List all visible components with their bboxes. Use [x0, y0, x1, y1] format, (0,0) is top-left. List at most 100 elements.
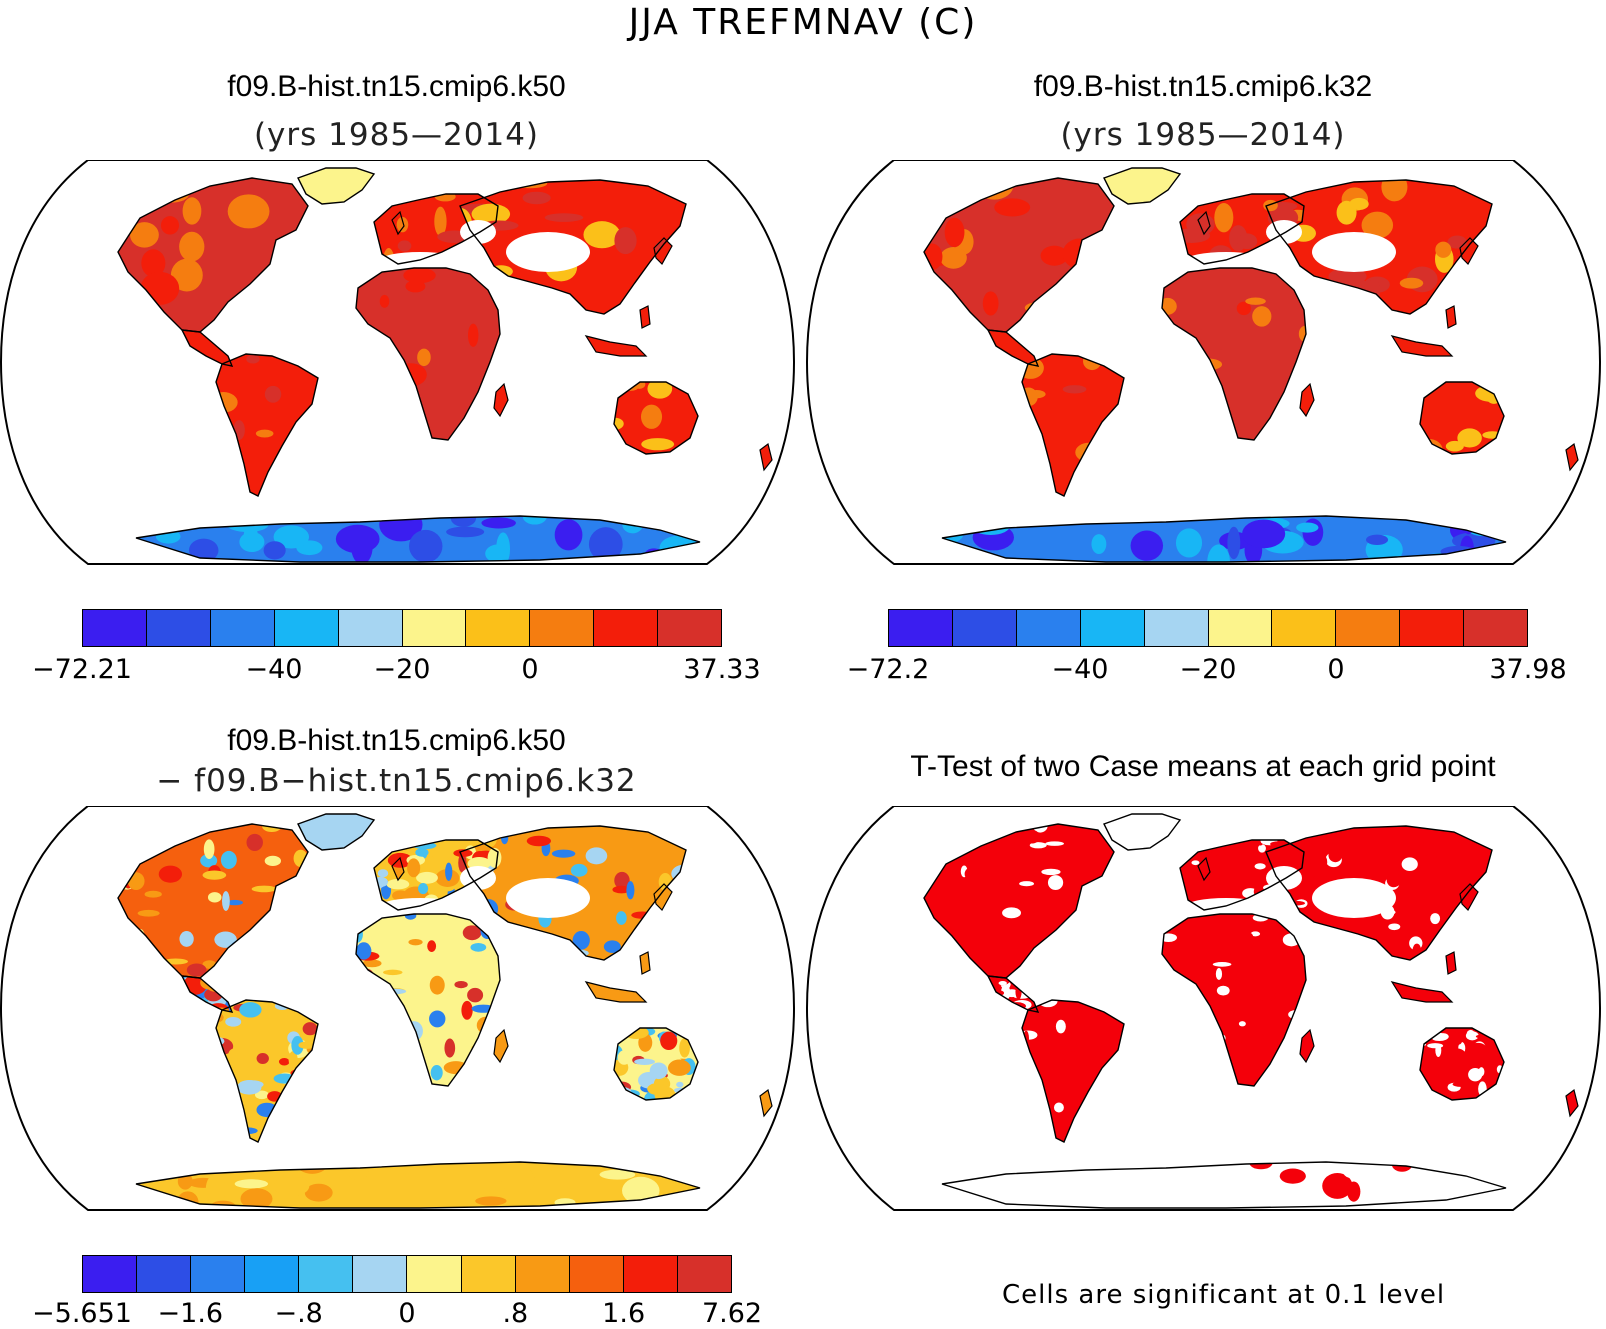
- coastline: [355, 913, 501, 1087]
- coastline: [639, 951, 651, 975]
- continent-an: [136, 1162, 700, 1208]
- colorbar-segment: [1464, 610, 1528, 646]
- colorbar-tick-label: −40: [1051, 654, 1109, 685]
- coastline: [117, 823, 309, 979]
- significance-note: Cells are significant at 0.1 level: [1002, 1280, 1446, 1310]
- coastline: [941, 1161, 1507, 1209]
- coastline: [493, 1028, 509, 1064]
- island-ph: [1446, 306, 1456, 328]
- continent-gr: [298, 814, 374, 850]
- coastline: [653, 237, 673, 265]
- continent-af: [1162, 268, 1306, 440]
- colorbar-tick-label: 0: [1327, 654, 1345, 685]
- coastline: [1419, 1027, 1505, 1101]
- island-mad: [494, 384, 508, 416]
- coastline: [373, 193, 499, 265]
- colorbar-segment: [1336, 610, 1401, 646]
- coastline: [653, 883, 673, 911]
- coastline: [584, 335, 648, 357]
- coastline: [1459, 237, 1479, 265]
- panel-2-colorbar: [888, 609, 1528, 647]
- coastline: [135, 515, 701, 563]
- colorbar-segment: [83, 610, 147, 646]
- panel-4-title: T-Test of two Case means at each grid po…: [910, 750, 1496, 783]
- colorbar-segment: [569, 1256, 624, 1292]
- coastline: [391, 856, 405, 882]
- colorbar-segment: [515, 1256, 570, 1292]
- coastline: [373, 839, 499, 911]
- coastline: [1103, 167, 1182, 205]
- continent-na: [924, 178, 1114, 332]
- coastline: [1161, 267, 1307, 441]
- colorbar-segment: [594, 610, 659, 646]
- coastline: [391, 210, 405, 236]
- colorbar-segment: [210, 610, 275, 646]
- island-ph: [640, 306, 650, 328]
- colorbar-tick-label: 0: [398, 1298, 416, 1329]
- coastline: [1390, 981, 1454, 1003]
- map-frame: [0, 160, 795, 565]
- continent-af: [356, 914, 500, 1086]
- map-frame: [0, 806, 795, 1211]
- panel-2-subtitle: (yrs 1985—2014): [1060, 117, 1346, 153]
- continent-sa: [1022, 1000, 1124, 1142]
- inland-water: [506, 878, 590, 918]
- colorbar-segment: [952, 610, 1017, 646]
- coastline: [1390, 335, 1454, 357]
- continent-gr: [1104, 168, 1180, 204]
- colorbar-segment: [1400, 610, 1465, 646]
- colorbar-tick-label: −5.651: [32, 1298, 132, 1329]
- continent-gr: [1104, 814, 1180, 850]
- coastline: [215, 999, 319, 1143]
- coastline: [613, 381, 699, 455]
- colorbar-segment: [407, 1256, 462, 1292]
- colorbar-segment: [137, 1256, 192, 1292]
- coastline: [1299, 1028, 1315, 1064]
- coastline: [613, 1027, 699, 1101]
- colorbar-segment: [353, 1256, 408, 1292]
- colorbar-tick-label: 37.33: [683, 654, 761, 685]
- coastline: [986, 975, 1040, 1013]
- colorbar-tick-label: .8: [502, 1298, 529, 1329]
- colorbar-tick-label: −72.2: [846, 654, 930, 685]
- colorbar-segment: [1272, 610, 1337, 646]
- coastline: [459, 825, 687, 961]
- panel-2-title: f09.B-hist.tn15.cmip6.k32: [1033, 70, 1373, 103]
- colorbar-tick-label: 37.98: [1489, 654, 1567, 685]
- colorbar-segment: [1016, 610, 1081, 646]
- coastline: [759, 442, 773, 472]
- continent-sa: [1022, 354, 1124, 496]
- inland-water: [506, 232, 590, 272]
- map-frame: [806, 160, 1601, 565]
- continent-sa: [216, 354, 318, 496]
- panel-2-map: [806, 160, 1601, 565]
- colorbar-segment: [338, 610, 403, 646]
- colorbar-segment: [466, 610, 531, 646]
- colorbar-segment: [402, 610, 467, 646]
- coastline: [117, 177, 309, 333]
- coastline: [923, 177, 1115, 333]
- colorbar-segment: [461, 1256, 516, 1292]
- coastline: [493, 382, 509, 418]
- panel-1-map: [0, 160, 795, 565]
- coastline: [297, 167, 376, 205]
- island-ph: [640, 952, 650, 974]
- continent-ca: [182, 330, 232, 366]
- colorbar-segment: [245, 1256, 300, 1292]
- coastline: [135, 1161, 701, 1209]
- island-jp: [1460, 884, 1478, 910]
- colorbar-segment: [658, 610, 722, 646]
- island-ind: [586, 982, 646, 1002]
- island-ph: [1446, 952, 1456, 974]
- island-mad: [1300, 1030, 1314, 1062]
- colorbar-segment: [677, 1256, 731, 1292]
- coastline: [1021, 999, 1125, 1143]
- colorbar-segment: [191, 1256, 246, 1292]
- colorbar-tick-label: −20: [1179, 654, 1237, 685]
- panel-1-colorbar: [82, 609, 722, 647]
- colorbar-segment: [1080, 610, 1145, 646]
- inland-water: [1312, 232, 1396, 272]
- panel-3-subtitle: − f09.B−hist.tn15.cmip6.k32: [156, 763, 637, 799]
- panel-4-map: [806, 806, 1601, 1211]
- colorbar-segment: [623, 1256, 678, 1292]
